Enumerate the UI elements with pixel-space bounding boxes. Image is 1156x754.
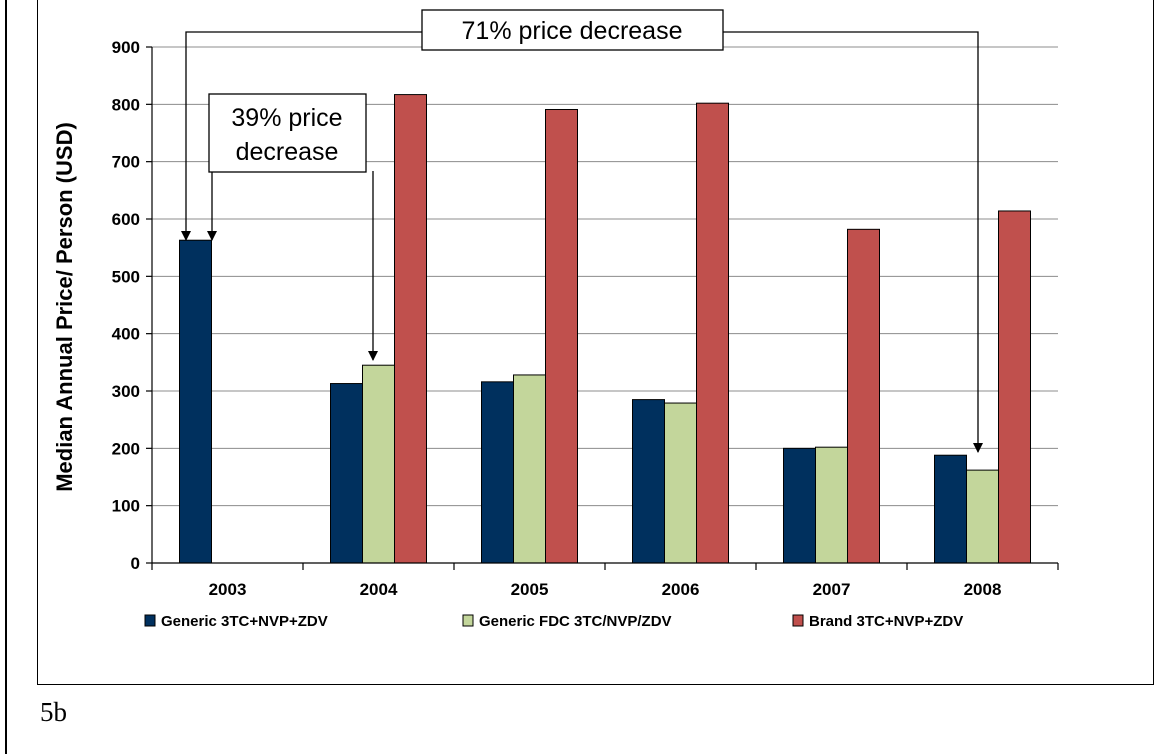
legend: Generic 3TC+NVP+ZDV Generic FDC 3TC/NVP/Z… bbox=[144, 613, 963, 630]
annotation-box-39 bbox=[208, 93, 367, 173]
y-tick-label: 900 bbox=[112, 38, 140, 57]
axes bbox=[146, 46, 1059, 570]
bar-2008-brand-3tc-nvp-zdv bbox=[998, 210, 1031, 564]
legend-label: Generic FDC 3TC/NVP/ZDV bbox=[479, 613, 672, 630]
y-axis-label: Median Annual Price/ Person (USD) bbox=[52, 122, 77, 492]
y-tick-label: 600 bbox=[112, 210, 140, 229]
bar-2005-brand-3tc-nvp-zdv bbox=[545, 108, 578, 564]
annotations: 71% price decrease 39% price decrease bbox=[181, 9, 983, 453]
x-tick-label: 2004 bbox=[360, 580, 398, 599]
bar-2006-generic-3tc-nvp-zdv bbox=[632, 399, 665, 564]
arrow-71-right bbox=[723, 31, 983, 453]
bar-2007-brand-3tc-nvp-zdv bbox=[847, 228, 880, 564]
annotation-39-line2: decrease bbox=[236, 138, 339, 166]
x-tick-labels: 2003 2004 2005 2006 2007 2008 bbox=[209, 580, 1002, 599]
annotation-box-71 bbox=[421, 9, 724, 51]
bars bbox=[179, 94, 1031, 564]
bar-2008-generic-fdc-3tc-nvp-zdv bbox=[966, 469, 999, 564]
x-tick-label: 2008 bbox=[964, 580, 1002, 599]
bar-2004-brand-3tc-nvp-zdv bbox=[394, 94, 427, 564]
y-tick-label: 800 bbox=[112, 95, 140, 114]
legend-label: Brand 3TC+NVP+ZDV bbox=[809, 613, 963, 630]
y-tick-label: 700 bbox=[112, 153, 140, 172]
bar-2005-generic-3tc-nvp-zdv bbox=[481, 381, 514, 564]
legend-label: Generic 3TC+NVP+ZDV bbox=[161, 613, 328, 630]
bar-2007-generic-3tc-nvp-zdv bbox=[783, 447, 816, 564]
y-tick-label: 100 bbox=[112, 497, 140, 516]
annotation-39-line1: 39% price bbox=[231, 104, 342, 132]
figure-caption: 5b bbox=[40, 697, 67, 727]
y-tick-label: 200 bbox=[112, 439, 140, 458]
x-tick-label: 2005 bbox=[511, 580, 549, 599]
bar-2005-generic-fdc-3tc-nvp-zdv bbox=[513, 374, 546, 564]
y-tick-label: 400 bbox=[112, 325, 140, 344]
bar-2006-brand-3tc-nvp-zdv bbox=[696, 102, 729, 564]
legend-swatch bbox=[462, 614, 474, 627]
x-tick-label: 2006 bbox=[662, 580, 700, 599]
arrow-71-left bbox=[181, 31, 422, 241]
annotation-71-text: 71% price decrease bbox=[462, 17, 683, 45]
x-tick-label: 2007 bbox=[813, 580, 851, 599]
bar-2006-generic-fdc-3tc-nvp-zdv bbox=[664, 402, 697, 564]
legend-swatch bbox=[144, 614, 156, 627]
page-edge-line bbox=[5, 0, 7, 754]
y-tick-labels: 0 100 200 300 400 500 600 700 800 900 bbox=[112, 38, 140, 573]
x-tick-label: 2003 bbox=[209, 580, 247, 599]
legend-swatch bbox=[792, 614, 804, 627]
bar-2004-generic-fdc-3tc-nvp-zdv bbox=[362, 364, 395, 564]
bar-2003-generic-3tc-nvp-zdv bbox=[179, 239, 212, 564]
y-tick-label: 500 bbox=[112, 267, 140, 286]
y-tick-label: 300 bbox=[112, 382, 140, 401]
bar-2008-generic-3tc-nvp-zdv bbox=[934, 454, 967, 564]
bar-2004-generic-3tc-nvp-zdv bbox=[330, 383, 363, 564]
bar-2007-generic-fdc-3tc-nvp-zdv bbox=[815, 446, 848, 564]
y-tick-label: 0 bbox=[131, 554, 140, 573]
